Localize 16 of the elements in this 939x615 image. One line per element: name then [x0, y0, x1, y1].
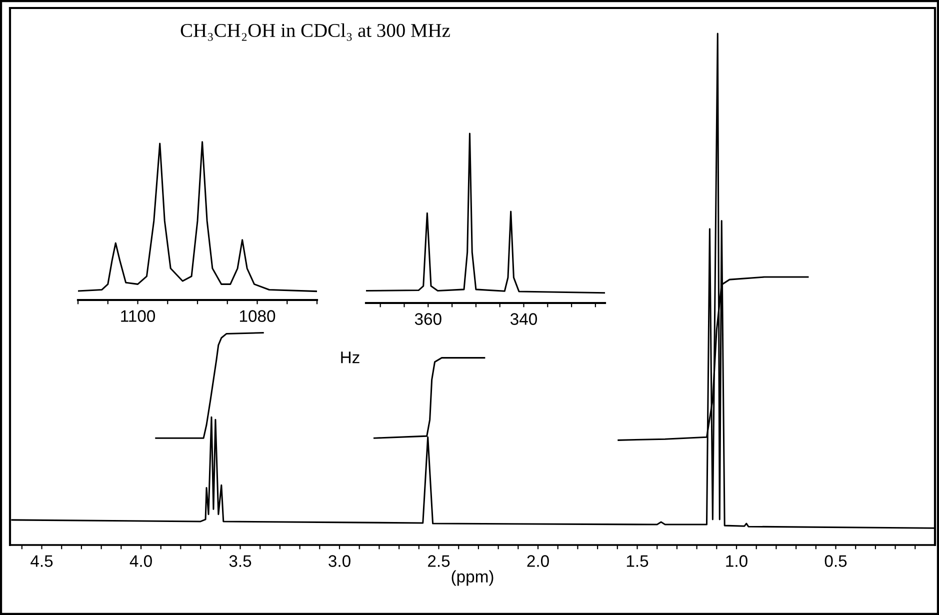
x-tick-label: 2.5 — [428, 555, 450, 567]
x-tick-label: 360 — [414, 313, 442, 325]
x-tick-label: 1100 — [121, 310, 156, 322]
x-tick-label: 1.0 — [726, 555, 748, 567]
x-tick-label: 3.5 — [229, 555, 252, 567]
x-tick-label: 0.5 — [824, 555, 847, 567]
x-tick-label: 2.0 — [527, 555, 549, 567]
x-axis-title: (ppm) — [452, 570, 494, 586]
x-tick-label: 4.0 — [130, 555, 152, 567]
x-tick-label: 1.5 — [626, 555, 648, 567]
x-tick-label: 340 — [510, 313, 537, 325]
chart-title: CH₃CH₂OH in CDCl₃ at 300 MHz — [180, 23, 450, 41]
x-tick-label: 1080 — [240, 310, 276, 322]
x-tick-label: 3.0 — [328, 555, 350, 567]
x-tick-label: 4.5 — [30, 555, 53, 567]
x-axis-title: Hz — [341, 352, 360, 364]
